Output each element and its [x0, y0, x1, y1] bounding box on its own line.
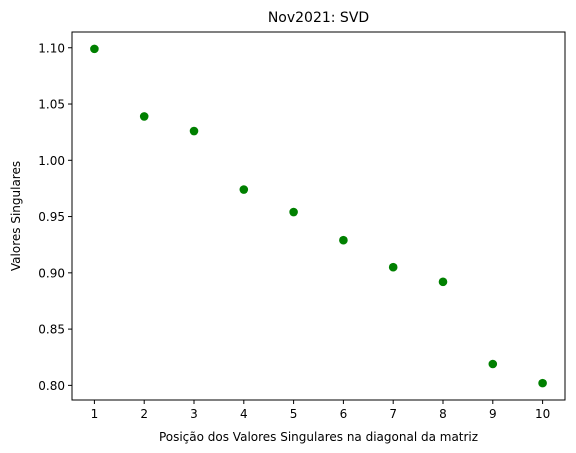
y-tick-label: 0.95 — [38, 210, 65, 224]
data-point — [189, 126, 199, 136]
y-tick-label: 0.85 — [38, 323, 65, 337]
chart-title: Nov2021: SVD — [268, 10, 369, 26]
x-tick-label: 5 — [290, 407, 298, 421]
data-point — [139, 112, 149, 121]
x-axis-label: Posição dos Valores Singulares na diagon… — [159, 430, 478, 444]
data-point — [388, 262, 398, 272]
data-point — [488, 359, 498, 369]
y-tick-label: 0.90 — [38, 266, 65, 280]
data-point — [239, 185, 249, 194]
data-point — [90, 44, 99, 54]
plot-area: 1 2 3 4 5 6 7 8 9 10 0.80 0.85 0.90 0.95 1.00 1.05 1.10 — [38, 31, 566, 421]
x-tick-label: 10 — [535, 407, 550, 421]
y-tick-label: 1.10 — [38, 41, 65, 55]
y-tick-label: 0.80 — [38, 379, 65, 393]
x-tick-label: 1 — [91, 407, 99, 421]
data-point — [339, 235, 348, 245]
plot-frame — [71, 31, 566, 401]
x-tick-label: 2 — [140, 407, 148, 421]
data-point — [538, 378, 547, 388]
data-point — [289, 207, 298, 217]
x-tick-label: 8 — [439, 407, 447, 421]
y-tick-label: 1.05 — [38, 98, 65, 112]
y-axis-label: Valores Singulares — [9, 161, 23, 271]
x-tick-label: 9 — [489, 407, 497, 421]
y-tick-label: 1.00 — [38, 154, 65, 168]
data-point — [438, 277, 448, 287]
x-tick-label: 6 — [340, 407, 348, 421]
x-tick-label: 7 — [389, 407, 397, 421]
x-tick-label: 3 — [190, 407, 198, 421]
x-tick-label: 4 — [240, 407, 248, 421]
